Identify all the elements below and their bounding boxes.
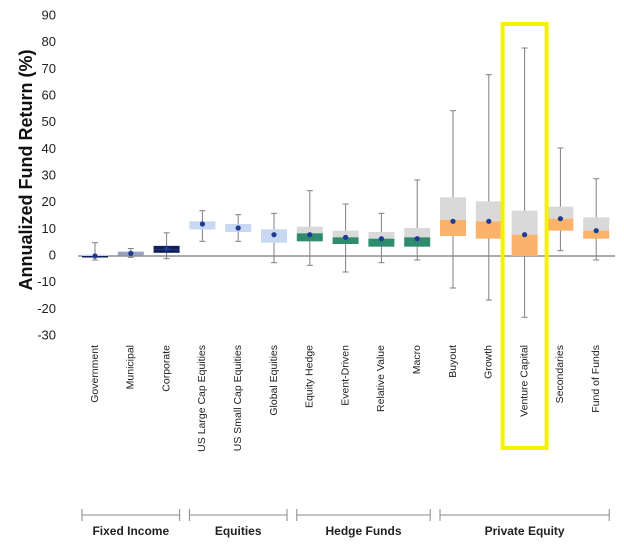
box-upper <box>404 228 431 238</box>
box-upper <box>583 217 610 231</box>
y-tick-label: 30 <box>42 167 56 182</box>
mean-dot <box>199 221 205 227</box>
box-lower <box>440 220 466 236</box>
category-label: Event-Driven <box>339 345 351 406</box>
mean-dot <box>486 218 492 224</box>
box-lower <box>368 238 395 247</box>
mean-dot <box>378 236 384 242</box>
group-label: Equities <box>215 524 262 538</box>
mean-dot <box>164 246 170 252</box>
box-lower <box>225 229 252 232</box>
category-label: Growth <box>483 345 495 379</box>
category-label: Global Equities <box>268 345 280 416</box>
group-label: Fixed Income <box>92 524 169 538</box>
mean-dot <box>271 232 277 238</box>
category-label: Fund of Funds <box>590 345 602 413</box>
box-upper <box>440 197 466 220</box>
box-lower <box>332 237 359 244</box>
box-lower <box>404 237 431 247</box>
mean-dot <box>593 228 599 234</box>
y-axis-label: Annualized Fund Return (%) <box>16 50 36 291</box>
box-upper <box>475 201 502 222</box>
box-upper <box>368 232 395 239</box>
category-label: Municipal <box>125 345 137 389</box>
box-upper <box>511 210 538 235</box>
mean-dot <box>450 218 456 224</box>
category-label: Corporate <box>160 345 172 392</box>
category-label: Macro <box>411 345 423 374</box>
y-tick-label: 80 <box>42 34 56 49</box>
y-tick-label: 70 <box>42 61 56 76</box>
category-label: Relative Value <box>375 345 387 412</box>
category-label: Venture Capital <box>518 345 530 417</box>
group-label: Private Equity <box>485 524 565 538</box>
mean-dot <box>128 250 134 256</box>
y-tick-label: 50 <box>42 114 56 129</box>
box-upper <box>547 206 574 219</box>
box-upper <box>332 230 359 238</box>
category-label: US Small Cap Equities <box>232 345 244 451</box>
y-tick-label: 20 <box>42 194 56 209</box>
box-lower <box>475 221 502 239</box>
y-tick-label: 90 <box>42 7 56 22</box>
category-label: Government <box>89 345 101 403</box>
category-label: Secondaries <box>554 345 566 403</box>
category-label: Buyout <box>447 345 459 378</box>
mean-dot <box>235 225 241 231</box>
y-tick-label: -20 <box>37 301 56 316</box>
group-label: Hedge Funds <box>325 524 401 538</box>
mean-dot <box>522 232 528 238</box>
mean-dot <box>343 234 349 240</box>
box-lower <box>296 233 323 242</box>
mean-dot <box>307 232 313 238</box>
y-tick-label: 40 <box>42 141 56 156</box>
y-tick-label: 0 <box>49 247 56 262</box>
box-lower <box>189 228 216 230</box>
box-upper <box>296 226 323 234</box>
y-tick-label: 60 <box>42 87 56 102</box>
category-label: US Large Cap Equities <box>196 345 208 452</box>
box-lower <box>583 230 610 239</box>
mean-dot <box>557 216 564 222</box>
y-tick-label: -10 <box>37 274 56 289</box>
mean-dot <box>92 253 98 259</box>
highlight-box <box>500 22 549 450</box>
category-label: Equity Hedge <box>304 345 316 408</box>
box-lower <box>261 240 287 243</box>
y-tick-label: -30 <box>37 327 56 342</box>
box-lower <box>511 234 538 256</box>
mean-dot <box>414 236 420 242</box>
box-lower <box>547 218 574 231</box>
y-tick-label: 10 <box>42 221 56 236</box>
